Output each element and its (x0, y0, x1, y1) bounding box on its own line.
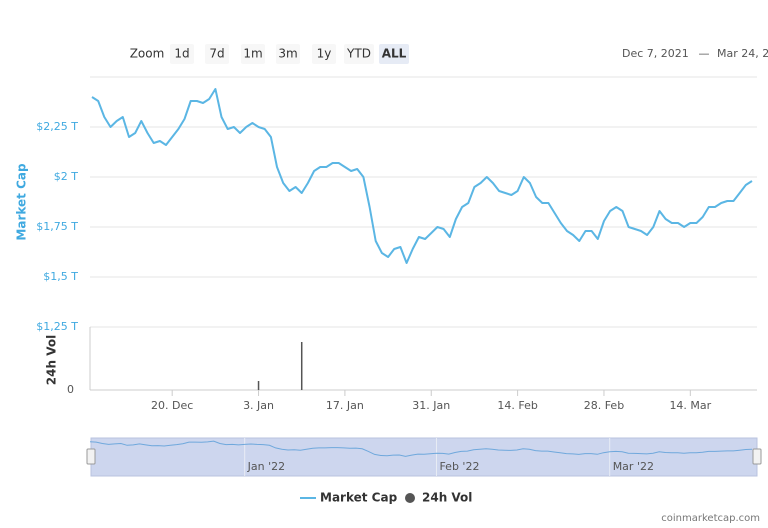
y-tick-label: $2,25 T (36, 120, 78, 133)
zoom-button-label[interactable]: ALL (382, 47, 407, 61)
legend-marker (405, 493, 415, 503)
legend-label[interactable]: 24h Vol (422, 491, 472, 505)
volume-bar (257, 381, 260, 390)
date-from: Dec 7, 2021 (622, 47, 689, 60)
zoom-button[interactable] (170, 44, 194, 64)
x-tick-label: 28. Feb (584, 399, 624, 412)
y-tick-label: $1,5 T (43, 270, 78, 283)
x-tick-label: 20. Dec (151, 399, 193, 412)
zoom-button[interactable] (344, 44, 374, 64)
market-cap-line (91, 88, 753, 264)
navigator-handle[interactable] (752, 448, 762, 465)
y-tick-label: $1,75 T (36, 220, 78, 233)
zoom-label: Zoom (130, 47, 165, 61)
zoom-button-label[interactable]: 3m (278, 47, 297, 61)
x-tick-label: 14. Feb (497, 399, 537, 412)
zoom-button[interactable] (276, 44, 300, 64)
x-tick-label: 14. Mar (669, 399, 711, 412)
x-tick-label: 31. Jan (412, 399, 450, 412)
navigator-tick-label: Jan '22 (247, 460, 285, 473)
zoom-button[interactable] (241, 44, 265, 64)
zoom-button-label[interactable]: 1y (317, 47, 332, 61)
watermark: coinmarketcap.com (661, 513, 760, 524)
zoom-button-label[interactable]: YTD (346, 47, 371, 61)
zoom-button[interactable] (312, 44, 336, 64)
y-tick-label: $2 T (54, 170, 78, 183)
x-tick-label: 3. Jan (243, 399, 274, 412)
volume-tick-label: 0 (67, 383, 74, 396)
y-axis-title: Market Cap (15, 163, 29, 241)
date-separator: — (699, 47, 710, 60)
volume-bar (300, 342, 303, 390)
date-to: Mar 24, 2022 (717, 47, 768, 60)
volume-axis-title: 24h Vol (45, 335, 59, 385)
zoom-button[interactable] (379, 44, 409, 64)
legend-label[interactable]: Market Cap (320, 491, 398, 505)
zoom-button[interactable] (205, 44, 229, 64)
navigator-background (90, 437, 758, 477)
navigator-line (89, 440, 753, 457)
zoom-button-label[interactable]: 7d (209, 47, 224, 61)
x-tick-label: 17. Jan (326, 399, 364, 412)
navigator-tick-label: Mar '22 (613, 460, 654, 473)
navigator-tick-label: Feb '22 (439, 460, 479, 473)
navigator-handle[interactable] (86, 448, 96, 465)
zoom-button-label[interactable]: 1d (174, 47, 189, 61)
zoom-button-label[interactable]: 1m (243, 47, 262, 61)
y-tick-label: $1,25 T (36, 320, 78, 333)
